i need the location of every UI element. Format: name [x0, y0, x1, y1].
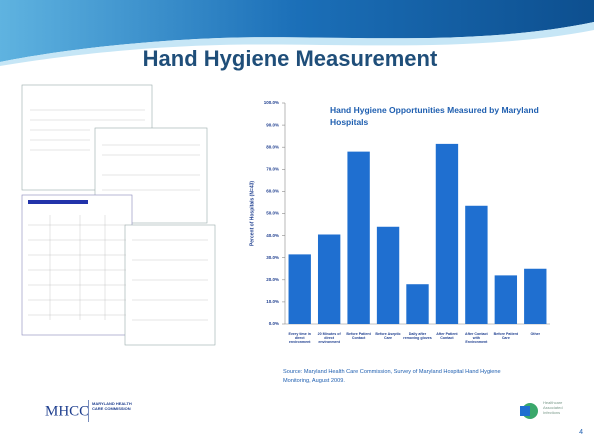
- logo-right-text: Healthcare Associated Infections: [543, 400, 577, 415]
- x-tick-label: After Contact with Environment: [462, 332, 491, 344]
- x-tick-label: After Patient Contact: [432, 332, 461, 340]
- x-tick-label: Before Patient Contact: [344, 332, 373, 340]
- y-tick-label: 90.0%: [266, 122, 279, 127]
- x-tick-label: Daily after removing gloves: [403, 332, 432, 340]
- source-note: Source: Maryland Health Care Commission,…: [283, 368, 518, 386]
- y-tick-label: 60.0%: [266, 189, 279, 194]
- bar: [436, 144, 458, 324]
- x-tick-label: Every time in direct environment: [285, 332, 314, 344]
- page-number: 4: [579, 429, 583, 436]
- y-tick-label: 40.0%: [266, 233, 279, 238]
- x-tick-label: Other: [521, 332, 550, 336]
- logo-right-icon-part: [520, 406, 530, 416]
- y-tick-label: 30.0%: [266, 255, 279, 260]
- x-tick-label: Before Patient Care: [491, 332, 520, 340]
- y-tick-label: 70.0%: [266, 166, 279, 171]
- bar: [318, 234, 340, 324]
- bar: [347, 152, 369, 324]
- bar: [465, 206, 487, 324]
- bar: [524, 269, 546, 324]
- y-tick-label: 80.0%: [266, 144, 279, 149]
- document-thumbnails: [22, 85, 215, 345]
- bar: [377, 227, 399, 324]
- x-tick-label: Before Aseptic Care: [373, 332, 402, 340]
- bar: [495, 275, 517, 324]
- logo-left-mark: MHCC: [45, 403, 89, 419]
- chart-title: Hand Hygiene Opportunities Measured by M…: [330, 104, 560, 128]
- y-tick-label: 50.0%: [266, 211, 279, 216]
- x-tick-label: 20 Minutes of direct environment: [314, 332, 343, 344]
- logo-left-text: MARYLAND HEALTH CARE COMMISSION: [92, 401, 134, 411]
- logo-left-text-box: MARYLAND HEALTH CARE COMMISSION: [92, 401, 134, 423]
- slide: Hand Hygiene Measurement 4 MHCC MARYLAND…: [0, 0, 594, 446]
- y-tick-label: 0.0%: [269, 321, 279, 326]
- slide-title: Hand Hygiene Measurement: [143, 46, 438, 71]
- y-tick-label: 10.0%: [266, 299, 279, 304]
- y-tick-label: 20.0%: [266, 277, 279, 282]
- bar: [289, 254, 311, 324]
- bar: [406, 284, 428, 324]
- y-tick-label: 100.0%: [264, 100, 279, 105]
- y-axis-label: Percent of Hospitals (N=43): [249, 181, 255, 246]
- logo-divider: [88, 400, 89, 422]
- logo-right-text-box: Healthcare Associated Infections: [543, 400, 577, 422]
